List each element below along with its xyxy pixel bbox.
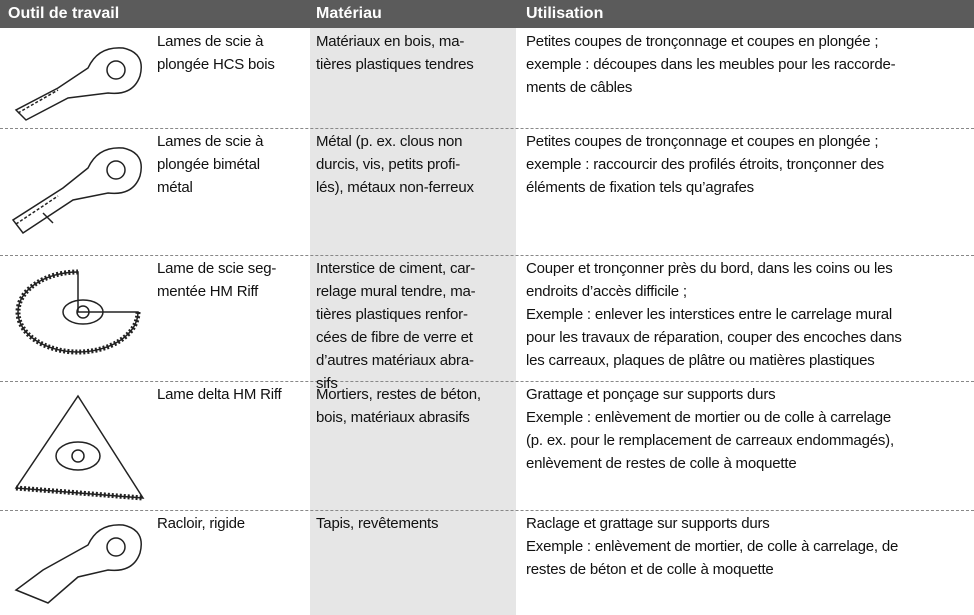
text-line: Petites coupes de tronçonnage et coupes …: [526, 33, 879, 50]
header-cell: Utilisation: [526, 5, 604, 22]
text-line: Lame delta HM Riff: [157, 386, 282, 403]
usage: Petites coupes de tronçonnage et coupes …: [526, 130, 884, 199]
material: Mortiers, restes de béton, bois, matériau…: [316, 383, 481, 429]
tool-name: Lame de scie seg-mentée HM Riff: [157, 257, 276, 303]
text-line: sifs: [316, 375, 338, 392]
header-bar: [0, 0, 974, 28]
text-line: métal: [157, 179, 193, 196]
text-line: restes de béton et de colle à moquette: [526, 561, 774, 578]
text-line: Exemple : enlèvement de mortier ou de co…: [526, 409, 892, 426]
row-separator: [0, 128, 974, 129]
material-column-bg: [310, 28, 516, 615]
text-line: cées de fibre de verre et: [316, 329, 473, 346]
text-line: éléments de fixation tels qu’agrafes: [526, 179, 754, 196]
text-line: Couper et tronçonner près du bord, dans …: [526, 260, 893, 277]
text-line: tières plastiques tendres: [316, 56, 474, 73]
text-line: exemple : découpes dans les meubles pour…: [526, 56, 896, 73]
tool-icon: [11, 147, 142, 235]
text-line: Mortiers, restes de béton,: [316, 386, 481, 403]
row-separator: [0, 255, 974, 256]
header-cell: Matériau: [316, 5, 382, 22]
text-line: plongée HCS bois: [157, 56, 275, 73]
tool-icon: [14, 47, 142, 121]
text-line: Exemple : enlever les interstices entre …: [526, 306, 893, 323]
text-line: Lame de scie seg-: [157, 260, 277, 277]
row-separator: [0, 381, 974, 382]
material: Matériaux en bois, ma-tières plastiques …: [316, 30, 474, 76]
tool-icon: [14, 524, 142, 604]
text-line: Racloir, rigide: [157, 515, 245, 532]
usage: Grattage et ponçage sur supports durs Exe…: [526, 383, 894, 475]
material: Interstice de ciment, car-relage mural t…: [316, 257, 476, 395]
usage: Raclage et grattage sur supports durs Exe…: [526, 512, 898, 581]
text-line: mentée HM Riff: [157, 283, 259, 300]
text-line: endroits d’accès difficile ;: [526, 283, 687, 300]
tool-icon: [14, 394, 145, 501]
text-line: Tapis, revêtements: [316, 515, 439, 532]
text-line: bois, matériaux abrasifs: [316, 409, 470, 426]
text-line: relage mural tendre, ma-: [316, 283, 476, 300]
text-line: Métal (p. ex. clous non: [316, 133, 463, 150]
text-line: tières plastiques renfor-: [316, 306, 468, 323]
text-line: Interstice de ciment, car-: [316, 260, 476, 277]
row-separator: [0, 510, 974, 511]
tool-name: Lames de scie à plongée HCS bois: [157, 30, 275, 76]
usage: Petites coupes de tronçonnage et coupes …: [526, 30, 896, 99]
tool-icon: [15, 269, 141, 355]
text-line: ments de câbles: [526, 79, 633, 96]
text-line: Petites coupes de tronçonnage et coupes …: [526, 133, 879, 150]
text-line: Grattage et ponçage sur supports durs: [526, 386, 776, 403]
material: Métal (p. ex. clous non durcis, vis, peti…: [316, 130, 474, 199]
text-line: lés), métaux non-ferreux: [316, 179, 474, 196]
header-cell: Outil de travail: [8, 5, 120, 22]
text-line: (p. ex. pour le remplacement de carreaux…: [526, 432, 894, 449]
text-line: enlèvement de restes de colle à moquette: [526, 455, 797, 472]
text-line: Raclage et grattage sur supports durs: [526, 515, 770, 532]
tool-name: Racloir, rigide: [157, 512, 245, 535]
text-line: durcis, vis, petits profi-: [316, 156, 461, 173]
tool-name: Lame delta HM Riff: [157, 383, 282, 406]
text-line: d’autres matériaux abra-: [316, 352, 474, 369]
text-line: exemple : raccourcir des profilés étroit…: [526, 156, 884, 173]
material: Tapis, revêtements: [316, 512, 438, 535]
text-line: Matériaux en bois, ma-: [316, 33, 465, 50]
text-line: les carreaux, plaques de plâtre ou matiè…: [526, 352, 875, 369]
text-line: Lames de scie à: [157, 33, 264, 50]
tool-name: Lames de scie à plongée bimétal métal: [157, 130, 263, 199]
usage: Couper et tronçonner près du bord, dans …: [526, 257, 902, 372]
text-line: Exemple : enlèvement de mortier, de coll…: [526, 538, 899, 555]
text-line: plongée bimétal: [157, 156, 260, 173]
text-line: Lames de scie à: [157, 133, 264, 150]
text-line: pour les travaux de réparation, couper d…: [526, 329, 902, 346]
